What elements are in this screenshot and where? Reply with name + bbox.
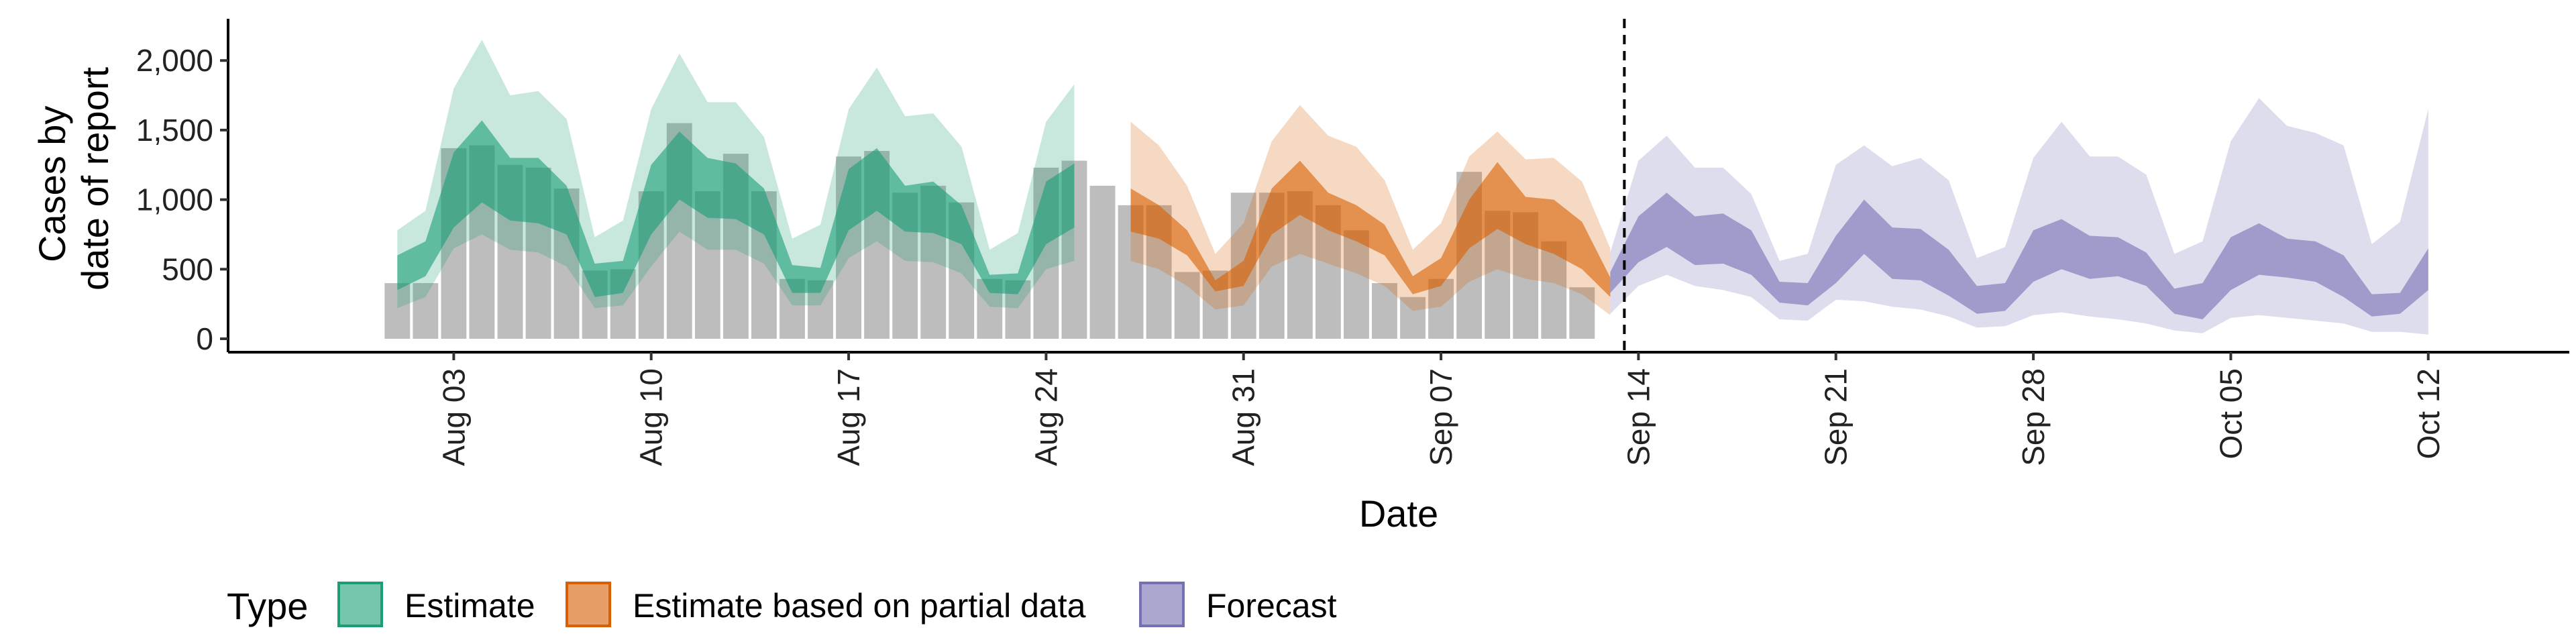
x-axis-title: Date <box>1359 492 1438 535</box>
reported-case-bar <box>1089 185 1116 339</box>
reported-case-bar <box>1428 278 1454 339</box>
y-tick-label: 0 <box>196 321 213 356</box>
reported-case-bar <box>1344 230 1369 339</box>
reported-case-bar <box>1372 283 1397 339</box>
x-tick-label: Aug 24 <box>1028 368 1063 466</box>
legend-swatch-forecast <box>1139 582 1185 627</box>
y-tick-label: 2,000 <box>136 43 213 78</box>
x-tick-label: Oct 05 <box>2213 368 2248 460</box>
x-tick-label: Sep 21 <box>1819 368 1854 466</box>
legend-swatch-estimate <box>337 582 383 627</box>
y-axis-title-line: date of report <box>74 67 116 291</box>
y-tick-label: 1,000 <box>136 182 213 217</box>
reported-case-bar <box>1400 297 1426 339</box>
y-axis-title: Cases by date of report <box>31 67 116 291</box>
x-axis-ticks: Aug 03 Aug 10 Aug 17 Aug 24 Aug 31 Sep 07 Sep … <box>436 352 2446 466</box>
reported-case-bar <box>413 283 439 339</box>
axes <box>227 19 2569 354</box>
legend-label-forecast: Forecast <box>1206 587 1337 625</box>
x-tick-label: Oct 12 <box>2411 368 2446 460</box>
x-tick-label: Sep 07 <box>1424 368 1458 466</box>
y-tick-label: 1,500 <box>136 113 213 148</box>
legend: Type Estimate Estimate based on partial d… <box>227 582 1337 627</box>
estimate-based-on-partial-data-inner-band <box>1130 160 1611 297</box>
x-tick-label: Aug 31 <box>1226 368 1261 466</box>
x-tick-label: Sep 14 <box>1621 368 1656 466</box>
x-tick-label: Aug 10 <box>634 368 669 466</box>
x-tick-label: Sep 28 <box>2016 368 2051 466</box>
legend-label-estimate: Estimate <box>405 587 535 625</box>
legend-label-estimate-based-on-partial-data: Estimate based on partial data <box>633 587 1086 625</box>
forecast-outer-band <box>1610 98 2428 335</box>
legend-swatch-estimate-based-on-partial-data <box>566 582 611 627</box>
reported-case-bar <box>384 283 411 339</box>
estimate-bands <box>397 40 2428 335</box>
estimate-inner-band <box>397 120 1075 297</box>
reported-case-bar <box>1174 272 1200 339</box>
y-axis-ticks: 0 500 1,000 1,500 2,000 <box>136 43 228 356</box>
legend-title: Type <box>227 585 308 627</box>
y-tick-label: 500 <box>162 252 213 286</box>
forecast-inner-band <box>1610 193 2428 319</box>
reported-case-bar <box>1569 287 1595 339</box>
y-axis-title-line: Cases by <box>31 106 73 262</box>
x-tick-label: Aug 03 <box>436 368 471 466</box>
x-tick-label: Aug 17 <box>831 368 866 466</box>
